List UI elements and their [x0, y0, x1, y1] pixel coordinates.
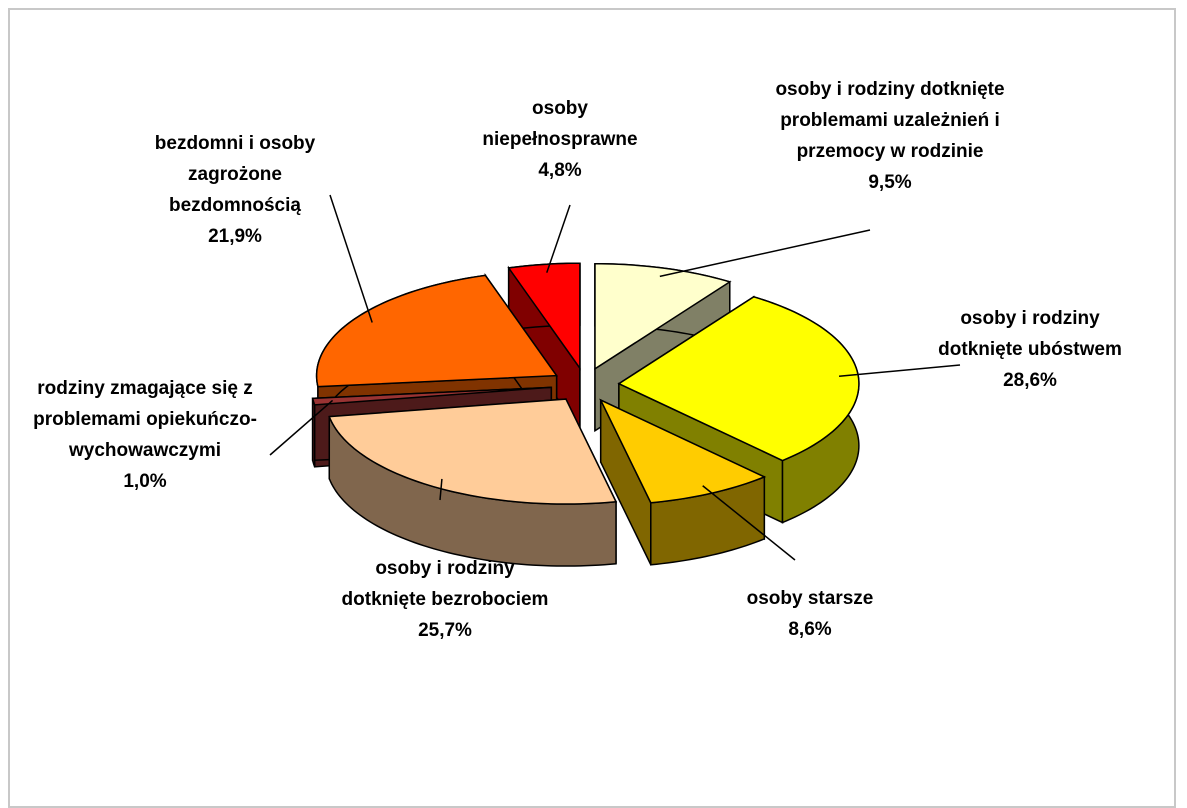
value-label: 28,6%: [1003, 370, 1057, 391]
slice-label: bezdomni i osoby zagrożone bezdomnością 2…: [125, 128, 345, 252]
leader-line: [546, 204, 571, 273]
slice: [328, 398, 618, 505]
slice: [594, 262, 732, 371]
slice: [507, 262, 581, 371]
category-label: osoby niepełnosprawne: [482, 98, 638, 150]
leader-line: [439, 478, 443, 501]
slice-label: osoby niepełnosprawne 4,8%: [460, 93, 660, 186]
category-label: osoby starsze: [746, 588, 874, 609]
slice-label: osoby i rodziny dotknięte ubóstwem 28,6%: [925, 303, 1135, 396]
slice-label: rodziny zmagające się z problemami opiek…: [25, 373, 265, 497]
slice: [315, 274, 559, 388]
slice: [311, 386, 552, 406]
category-label: rodziny zmagające się z problemami opiek…: [33, 378, 257, 461]
slice-label: osoby starsze 8,6%: [710, 583, 910, 645]
slice-wall: [311, 398, 316, 468]
leader-line: [269, 399, 334, 456]
value-label: 4,8%: [538, 160, 582, 181]
value-label: 25,7%: [418, 620, 472, 641]
slice: [328, 398, 618, 567]
leader-line: [838, 364, 961, 378]
slice-label: osoby i rodziny dotknięte bezrobociem 25,…: [335, 553, 555, 646]
slice: [617, 295, 860, 462]
slice: [599, 398, 767, 566]
category-label: osoby i rodziny dotknięte problemami uza…: [775, 79, 1005, 162]
value-label: 21,9%: [208, 226, 262, 247]
slice-label: osoby i rodziny dotknięte problemami uza…: [765, 74, 1015, 198]
leader-line: [659, 229, 871, 278]
value-label: 8,6%: [788, 619, 832, 640]
category-label: bezdomni i osoby zagrożone bezdomnością: [154, 133, 316, 216]
category-label: osoby i rodziny dotknięte ubóstwem: [938, 308, 1122, 360]
leader-line: [702, 485, 796, 561]
category-label: osoby i rodziny dotknięte bezrobociem: [341, 558, 549, 610]
leader-line: [329, 194, 373, 323]
value-label: 1,0%: [123, 471, 167, 492]
value-label: 9,5%: [868, 172, 912, 193]
slice: [507, 262, 581, 433]
